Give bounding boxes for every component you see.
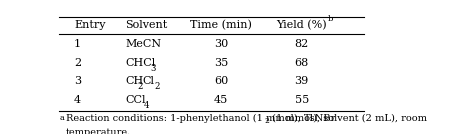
Text: 45: 45 — [214, 95, 228, 105]
Text: 55: 55 — [294, 95, 309, 105]
Text: 39: 39 — [294, 76, 309, 86]
Text: Time (min): Time (min) — [190, 20, 252, 31]
Text: 60: 60 — [214, 76, 228, 86]
Text: MeCN: MeCN — [125, 39, 162, 49]
Text: Entry: Entry — [74, 20, 105, 30]
Text: 3: 3 — [74, 76, 81, 86]
Text: CCl: CCl — [125, 95, 146, 105]
Text: 4: 4 — [144, 101, 149, 110]
Text: Yield (%): Yield (%) — [276, 20, 327, 31]
Text: CH: CH — [125, 76, 144, 86]
Text: 2: 2 — [155, 82, 160, 91]
Text: 2: 2 — [74, 57, 81, 68]
Text: 3: 3 — [151, 64, 156, 73]
Text: Reaction conditions: 1-phenylethanol (1 mmol), TsNBr: Reaction conditions: 1-phenylethanol (1 … — [66, 114, 335, 123]
Text: (1 mmol), solvent (2 mL), room: (1 mmol), solvent (2 mL), room — [269, 114, 428, 123]
Text: 30: 30 — [214, 39, 228, 49]
Text: b: b — [328, 15, 334, 23]
Text: 4: 4 — [74, 95, 81, 105]
Text: CHCl: CHCl — [125, 57, 155, 68]
Text: 1: 1 — [74, 39, 81, 49]
Text: 68: 68 — [294, 57, 309, 68]
Text: Cl: Cl — [143, 76, 155, 86]
Text: 2: 2 — [137, 82, 143, 91]
Text: 35: 35 — [214, 57, 228, 68]
Text: a: a — [59, 114, 64, 122]
Text: temperature.: temperature. — [66, 128, 131, 134]
Text: Solvent: Solvent — [125, 20, 168, 30]
Text: 82: 82 — [294, 39, 309, 49]
Text: 2: 2 — [264, 117, 269, 125]
